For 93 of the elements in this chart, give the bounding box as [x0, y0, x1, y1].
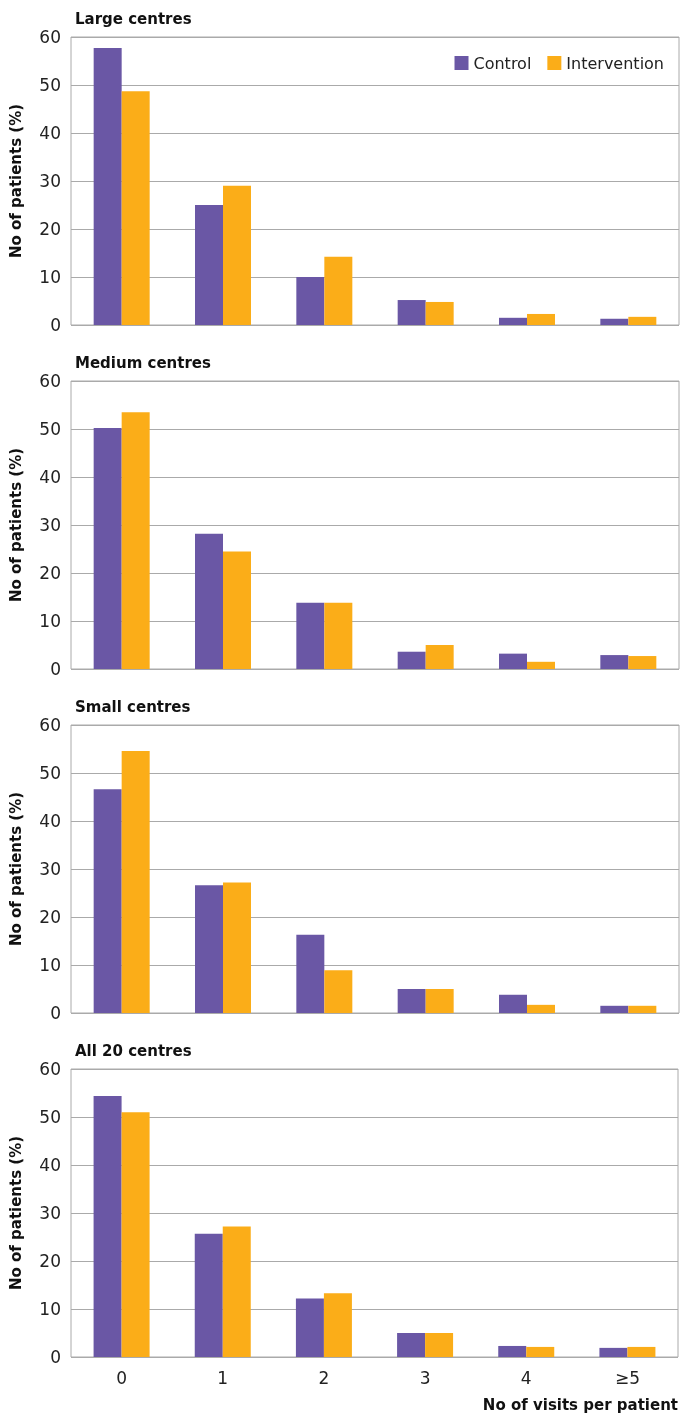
y-tick-label: 10 — [39, 611, 61, 631]
y-tick-label: 30 — [39, 515, 61, 535]
bar — [223, 185, 251, 325]
bar — [425, 1333, 454, 1357]
y-tick-label: 30 — [39, 859, 61, 879]
legend-label: Intervention — [566, 53, 664, 73]
bar — [324, 602, 353, 669]
y-tick-label: 30 — [39, 1203, 61, 1223]
bar — [628, 316, 657, 325]
bar — [628, 656, 657, 669]
y-tick-label: 40 — [39, 811, 61, 831]
bar — [195, 533, 223, 669]
bar — [195, 885, 223, 1013]
y-tick-label: 20 — [39, 563, 61, 583]
bar — [324, 970, 353, 1013]
y-tick-label: 60 — [39, 715, 61, 735]
bar — [121, 1112, 150, 1357]
bar — [527, 313, 555, 325]
bar — [223, 551, 251, 669]
bar — [397, 651, 426, 669]
x-axis-title: No of visits per patient — [482, 1395, 678, 1414]
bar — [599, 1347, 628, 1357]
x-tick-label: ≥5 — [614, 1367, 640, 1388]
chart-title: Small centres — [75, 697, 191, 716]
x-tick-label: 0 — [116, 1367, 127, 1388]
y-tick-label: 20 — [39, 1251, 61, 1271]
bar — [397, 989, 426, 1013]
y-tick-label: 50 — [39, 75, 61, 95]
bar — [600, 318, 629, 325]
y-tick-label: 60 — [39, 1059, 61, 1079]
bar — [397, 300, 426, 325]
x-tick-label: 3 — [419, 1367, 431, 1388]
bar — [425, 645, 454, 669]
x-tick-label: 1 — [217, 1367, 229, 1388]
y-tick-label: 40 — [39, 123, 61, 143]
bar — [296, 602, 325, 669]
y-tick-label: 30 — [39, 171, 61, 191]
y-axis-title: No of patients (%) — [6, 447, 25, 603]
bar — [527, 661, 555, 669]
bar — [323, 1293, 352, 1357]
bar — [499, 317, 527, 325]
y-tick-label: 0 — [50, 1003, 61, 1023]
y-tick-label: 0 — [50, 315, 61, 335]
bar — [223, 882, 251, 1013]
bar — [121, 91, 150, 325]
y-tick-label: 50 — [39, 763, 61, 783]
y-axis-title: No of patients (%) — [6, 791, 25, 947]
legend-label: Control — [473, 53, 532, 73]
y-tick-label: 0 — [50, 1347, 61, 1367]
y-tick-label: 60 — [39, 27, 61, 47]
bar — [93, 428, 122, 669]
bar — [499, 994, 527, 1013]
bar — [627, 1346, 656, 1357]
y-tick-label: 60 — [39, 371, 61, 391]
y-axis-title: No of patients (%) — [6, 103, 25, 259]
bar — [195, 205, 223, 325]
bar — [295, 1298, 324, 1357]
y-tick-label: 40 — [39, 467, 61, 487]
bar — [600, 1005, 629, 1013]
y-tick-label: 0 — [50, 659, 61, 679]
bar — [324, 256, 353, 325]
bar — [194, 1233, 223, 1357]
bar — [222, 1226, 251, 1357]
bar — [526, 1346, 555, 1357]
bar — [296, 277, 325, 325]
y-tick-label: 10 — [39, 267, 61, 287]
bar — [527, 1004, 555, 1013]
bar — [499, 653, 527, 669]
bar — [498, 1345, 527, 1357]
bar — [121, 412, 150, 669]
x-tick-label: 2 — [318, 1367, 330, 1388]
bar — [397, 1333, 426, 1357]
bar — [628, 1005, 657, 1013]
bar — [296, 934, 325, 1013]
bar — [93, 48, 122, 325]
bar — [600, 655, 629, 669]
bar — [121, 750, 150, 1013]
bar — [93, 789, 122, 1013]
y-tick-label: 10 — [39, 1299, 61, 1319]
bar — [93, 1095, 122, 1357]
bar — [425, 989, 454, 1013]
y-tick-label: 20 — [39, 907, 61, 927]
y-tick-label: 40 — [39, 1155, 61, 1175]
chart-title: All 20 centres — [75, 1041, 192, 1060]
bar — [425, 301, 454, 325]
y-tick-label: 20 — [39, 219, 61, 239]
chart-title: Medium centres — [75, 353, 211, 372]
y-tick-label: 50 — [39, 419, 61, 439]
chart-title: Large centres — [75, 9, 192, 28]
y-tick-label: 10 — [39, 955, 61, 975]
y-tick-label: 50 — [39, 1107, 61, 1127]
x-tick-label: 4 — [520, 1367, 532, 1388]
y-axis-title: No of patients (%) — [6, 1135, 25, 1291]
